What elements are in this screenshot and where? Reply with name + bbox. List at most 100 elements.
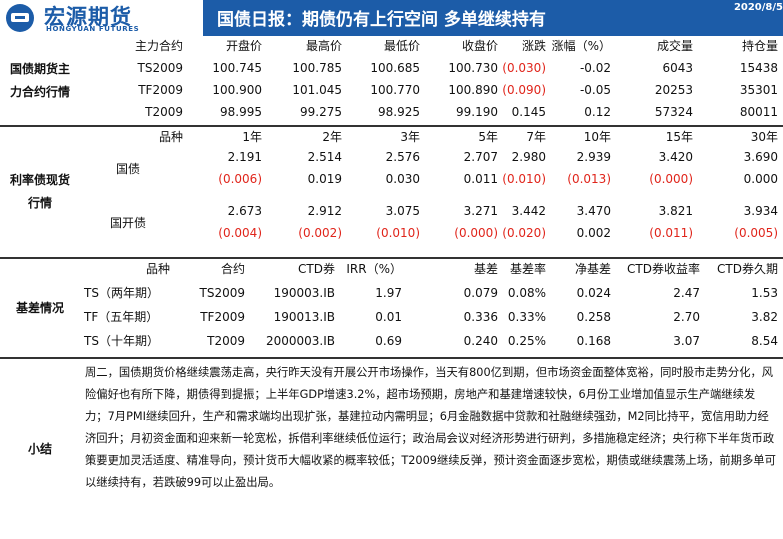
spot-change: (0.004) bbox=[218, 226, 262, 240]
futures-cell: 35301 bbox=[739, 83, 778, 97]
basis-cell: TF2009 bbox=[200, 310, 245, 324]
spot-bond-type: 国债 bbox=[115, 162, 140, 176]
basis-header: 净基差 bbox=[574, 262, 611, 276]
futures-header: 涨跌 bbox=[521, 39, 546, 53]
spot-change: (0.013) bbox=[567, 172, 611, 186]
basis-header: IRR（%） bbox=[346, 262, 402, 276]
spot-header: 15年 bbox=[665, 130, 693, 144]
basis-cell: 3.07 bbox=[673, 334, 700, 348]
basis-variety: TS（十年期） bbox=[84, 334, 159, 348]
futures-header: 收盘价 bbox=[461, 39, 498, 53]
logo-emblem-icon bbox=[6, 4, 34, 32]
futures-cell: (0.090) bbox=[502, 83, 546, 97]
futures-section-label: 国债期货主 力合约行情 bbox=[0, 36, 80, 125]
spot-change: 0.019 bbox=[307, 172, 342, 186]
spot-header: 1年 bbox=[242, 130, 262, 144]
spot-yield: 2.707 bbox=[463, 150, 498, 164]
spot-header: 品种 bbox=[158, 130, 183, 144]
futures-cell: 98.925 bbox=[378, 105, 420, 119]
futures-cell: -0.05 bbox=[579, 83, 611, 97]
basis-cell: 2000003.IB bbox=[265, 334, 335, 348]
spot-change: (0.010) bbox=[502, 172, 546, 186]
futures-contract: TF2009 bbox=[138, 83, 183, 97]
spot-header: 10年 bbox=[583, 130, 611, 144]
section-divider bbox=[0, 257, 783, 259]
futures-header: 开盘价 bbox=[225, 39, 262, 53]
basis-cell: 1.53 bbox=[751, 286, 778, 300]
futures-cell: 100.785 bbox=[292, 61, 342, 75]
spot-yield: 2.514 bbox=[307, 150, 342, 164]
basis-cell: 0.69 bbox=[375, 334, 402, 348]
spot-yield: 3.690 bbox=[743, 150, 778, 164]
spot-yield: 3.075 bbox=[385, 204, 420, 218]
futures-cell: 100.685 bbox=[370, 61, 420, 75]
spot-change: (0.000) bbox=[649, 172, 693, 186]
spot-change: 0.011 bbox=[463, 172, 498, 186]
spot-change: (0.000) bbox=[454, 226, 498, 240]
section-divider bbox=[0, 357, 783, 359]
spot-label-line: 利率债现货 bbox=[9, 173, 70, 187]
spot-header: 3年 bbox=[400, 130, 420, 144]
futures-header: 最高价 bbox=[305, 39, 342, 53]
spot-header: 2年 bbox=[322, 130, 342, 144]
futures-header: 主力合约 bbox=[134, 39, 183, 53]
basis-cell: TS2009 bbox=[199, 286, 246, 300]
spot-bond-type: 国开债 bbox=[109, 216, 146, 230]
spot-yield: 3.821 bbox=[658, 204, 693, 218]
spot-label-line: 行情 bbox=[27, 196, 52, 210]
basis-cell: 0.168 bbox=[576, 334, 611, 348]
futures-contract: T2009 bbox=[145, 105, 183, 119]
spot-yield: 2.673 bbox=[227, 204, 262, 218]
spot-yield: 3.271 bbox=[463, 204, 498, 218]
basis-cell: 190003.IB bbox=[273, 286, 335, 300]
basis-variety: TF（五年期） bbox=[84, 310, 159, 324]
basis-cell: 0.024 bbox=[576, 286, 611, 300]
futures-cell: 6043 bbox=[662, 61, 693, 75]
basis-cell: 2.47 bbox=[673, 286, 700, 300]
summary-paragraph: 周二，国债期货价格继续震荡走高，央行昨天没有开展公开市场操作，当天有800亿到期… bbox=[85, 366, 776, 489]
report-date: 2020/8/5 bbox=[733, 2, 783, 13]
spot-yield: 2.191 bbox=[227, 150, 262, 164]
futures-cell: (0.030) bbox=[502, 61, 546, 75]
basis-cell: 190013.IB bbox=[273, 310, 335, 324]
spot-change: 0.002 bbox=[576, 226, 611, 240]
report-title: 国债日报：期债仍有上行空间 多单继续持有 bbox=[217, 10, 546, 30]
futures-cell: 0.145 bbox=[511, 105, 546, 119]
basis-header: 合约 bbox=[220, 262, 245, 276]
basis-header: CTD券久期 bbox=[717, 262, 778, 276]
futures-cell: 101.045 bbox=[292, 83, 342, 97]
spot-section-label: 利率债现货 行情 bbox=[0, 127, 80, 257]
basis-section-label: 基差情况 bbox=[0, 259, 80, 357]
futures-cell: 100.730 bbox=[448, 61, 498, 75]
basis-cell: 0.08% bbox=[507, 286, 546, 300]
futures-header: 成交量 bbox=[656, 39, 693, 53]
futures-label-line: 力合约行情 bbox=[9, 84, 70, 99]
basis-cell: 0.01 bbox=[375, 310, 402, 324]
spot-yield: 3.934 bbox=[743, 204, 778, 218]
spot-yield: 2.980 bbox=[511, 150, 546, 164]
futures-cell: 15438 bbox=[739, 61, 778, 75]
basis-cell: 0.25% bbox=[507, 334, 546, 348]
basis-variety: TS（两年期） bbox=[84, 286, 159, 300]
spot-yield: 3.470 bbox=[576, 204, 611, 218]
summary-section-label: 小结 bbox=[0, 359, 80, 539]
futures-header: 最低价 bbox=[383, 39, 420, 53]
futures-cell: 57324 bbox=[654, 105, 693, 119]
basis-cell: 2.70 bbox=[673, 310, 700, 324]
basis-cell: 0.240 bbox=[463, 334, 498, 348]
spot-section: 利率债现货 行情 品种 1年 2年 3年 5年 7年 10年 15年 30年 国债 2.191 2.51… bbox=[0, 127, 783, 257]
basis-cell: 0.33% bbox=[507, 310, 546, 324]
futures-cell: 100.745 bbox=[212, 61, 262, 75]
basis-header: CTD券收益率 bbox=[627, 262, 700, 276]
spot-change: 0.030 bbox=[385, 172, 420, 186]
summary-text: 周二，国债期货价格继续震荡走高，央行昨天没有开展公开市场操作，当天有800亿到期… bbox=[85, 362, 777, 494]
basis-header: CTD券 bbox=[298, 262, 335, 276]
basis-cell: 8.54 bbox=[751, 334, 778, 348]
company-logo: 宏源期货 HONGYUAN FUTURES bbox=[0, 0, 203, 36]
basis-cell: 1.97 bbox=[375, 286, 402, 300]
spot-yield: 2.939 bbox=[576, 150, 611, 164]
futures-cell: 80011 bbox=[739, 105, 778, 119]
basis-cell: 3.82 bbox=[751, 310, 778, 324]
basis-cell: 0.258 bbox=[576, 310, 611, 324]
spot-change: (0.005) bbox=[734, 226, 778, 240]
